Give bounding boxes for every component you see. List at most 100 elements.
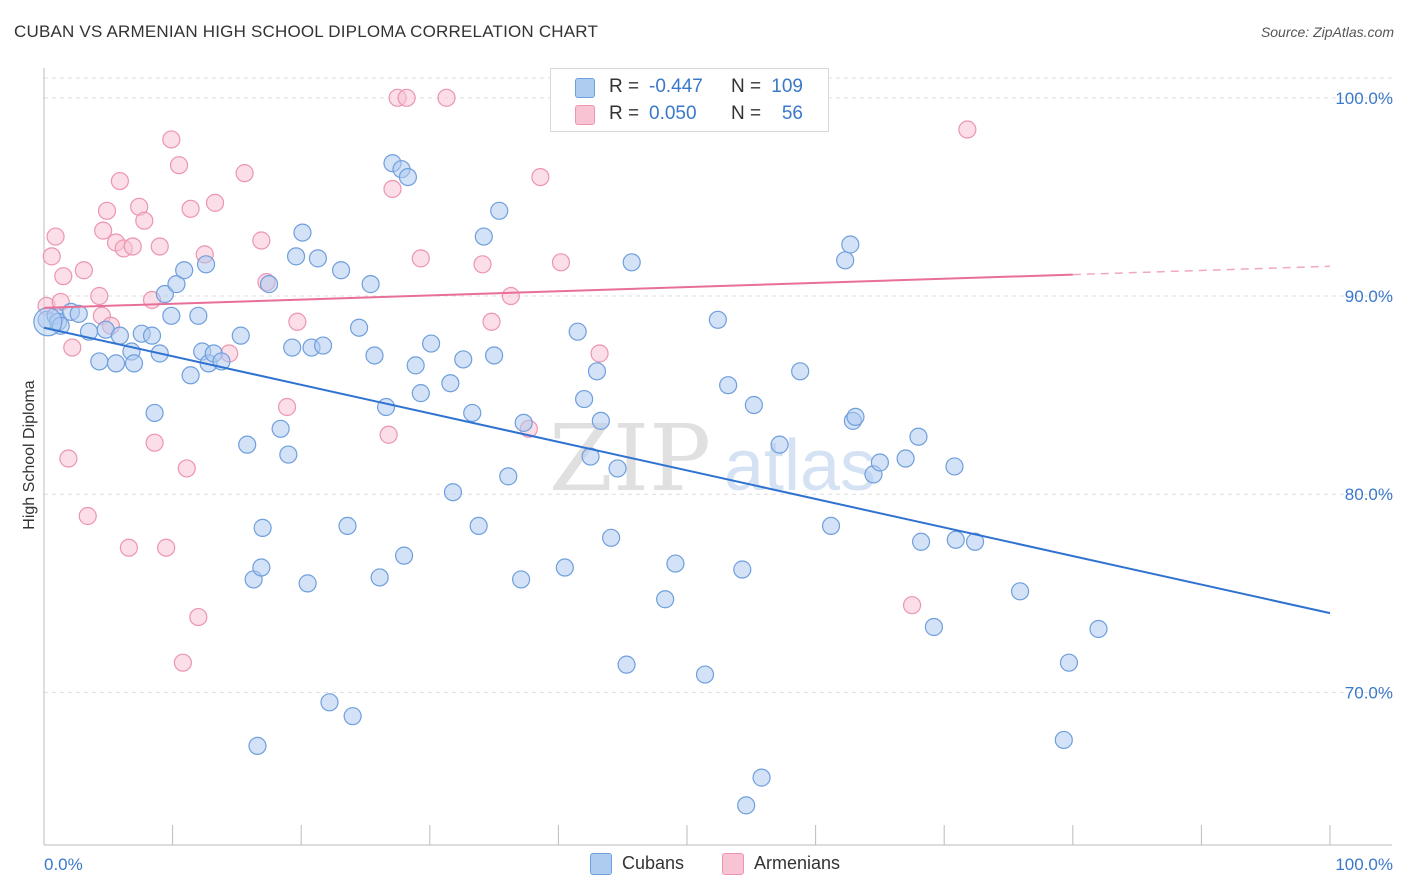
- cuban-point: [1059, 653, 1079, 672]
- armenian-point: [235, 164, 254, 183]
- cuban-point: [752, 768, 771, 787]
- r-label: R =: [609, 76, 640, 97]
- cuban-point: [474, 227, 493, 246]
- cuban-point: [421, 334, 441, 353]
- armenian-point: [590, 344, 609, 363]
- armenian-point: [78, 506, 97, 526]
- cuban-point: [406, 356, 425, 375]
- r-value: -0.447: [649, 76, 703, 97]
- cuban-point: [622, 253, 641, 272]
- series-legend: Cubans Armenians: [0, 852, 1406, 878]
- cuban-point: [499, 467, 518, 486]
- armenian-point: [277, 397, 297, 417]
- armenian-point: [958, 120, 977, 139]
- armenian-point: [63, 338, 82, 357]
- source-credit: Source: ZipAtlas.com: [1260, 24, 1394, 40]
- cuban-point: [924, 617, 944, 637]
- cuban-point: [608, 459, 627, 478]
- cuban-point: [162, 306, 181, 325]
- cuban-point: [370, 568, 389, 587]
- cuban-point: [338, 516, 357, 536]
- cuban-point: [666, 554, 685, 573]
- axes: [43, 68, 1392, 846]
- armenian-point: [397, 88, 416, 107]
- cuban-point: [733, 560, 752, 579]
- armenian-point: [123, 237, 142, 256]
- cuban-point: [555, 558, 574, 577]
- armenian-point: [135, 211, 154, 230]
- chart-title: CUBAN VS ARMENIAN HIGH SCHOOL DIPLOMA CO…: [14, 22, 599, 41]
- legend-row-cubans: R = -0.447 N = 109: [551, 74, 828, 100]
- cuban-point: [167, 275, 186, 294]
- armenian-point: [74, 261, 93, 280]
- cuban-point: [313, 336, 333, 355]
- cuban-point: [343, 707, 362, 726]
- legend-row-armenians: R = 0.050 N = 56: [551, 101, 828, 127]
- cuban-point: [568, 322, 587, 341]
- cuban-point: [259, 275, 279, 294]
- cuban-point: [69, 304, 88, 323]
- cuban-point: [485, 346, 504, 365]
- cuban-point: [870, 453, 890, 472]
- armenian-point: [473, 255, 492, 274]
- armenian-point: [59, 449, 78, 468]
- armenian-point: [411, 249, 430, 268]
- cuban-point: [695, 665, 715, 684]
- cuban-point: [770, 435, 789, 454]
- cuban-point: [514, 413, 533, 432]
- armenian-point: [169, 156, 189, 175]
- cubans-swatch: [590, 853, 612, 875]
- cuban-point: [293, 223, 312, 242]
- tick-labels: 100.0% 90.0% 80.0% 70.0% 0.0% 100.0%: [44, 89, 1393, 874]
- cuban-point: [846, 407, 865, 427]
- cuban-point: [591, 411, 610, 430]
- r-value: 0.050: [649, 103, 697, 124]
- cubans-swatch: [575, 78, 595, 98]
- armenians-swatch: [722, 853, 744, 875]
- armenian-point: [383, 179, 402, 199]
- cuban-point: [1089, 619, 1108, 639]
- armenian-point: [177, 459, 196, 478]
- n-label: N =: [731, 76, 762, 97]
- y-tick-label: 70.0%: [1345, 683, 1393, 702]
- cuban-point: [181, 366, 200, 385]
- armenian-point: [379, 425, 398, 444]
- cuban-point: [142, 326, 162, 345]
- cuban-point: [737, 796, 756, 815]
- cuban-point: [411, 384, 430, 403]
- cuban-point: [512, 570, 531, 589]
- armenian-point: [97, 201, 117, 220]
- armenian-point: [94, 221, 113, 240]
- cuban-point: [124, 354, 144, 373]
- cuban-point: [349, 318, 369, 337]
- armenian-point: [551, 253, 571, 272]
- cuban-point: [320, 693, 339, 712]
- cuban-point: [791, 362, 810, 381]
- y-tick-label: 80.0%: [1345, 485, 1393, 504]
- cuban-point: [308, 249, 328, 268]
- n-value: 109: [771, 76, 803, 97]
- cuban-point: [463, 403, 482, 423]
- cuban-point: [106, 354, 126, 373]
- series-armenians: [37, 88, 977, 672]
- cuban-point: [238, 435, 257, 454]
- cuban-point: [189, 306, 208, 325]
- cubans-trend-line: [43, 326, 1331, 615]
- legend-label: Cubans: [622, 853, 685, 873]
- cuban-point: [946, 530, 965, 549]
- cuban-point: [896, 449, 915, 468]
- armenian-point: [42, 247, 61, 266]
- y-tick-label: 90.0%: [1345, 287, 1393, 306]
- armenian-point: [54, 267, 73, 286]
- cuban-point: [1054, 730, 1073, 750]
- cuban-point: [708, 310, 727, 329]
- armenian-point: [157, 538, 176, 557]
- legend-label: Armenians: [754, 853, 841, 873]
- cuban-point: [145, 403, 164, 423]
- cuban-point: [945, 457, 964, 476]
- cuban-point: [252, 558, 271, 577]
- armenian-point: [162, 130, 181, 149]
- armenian-point: [145, 433, 164, 452]
- armenian-point: [288, 312, 307, 331]
